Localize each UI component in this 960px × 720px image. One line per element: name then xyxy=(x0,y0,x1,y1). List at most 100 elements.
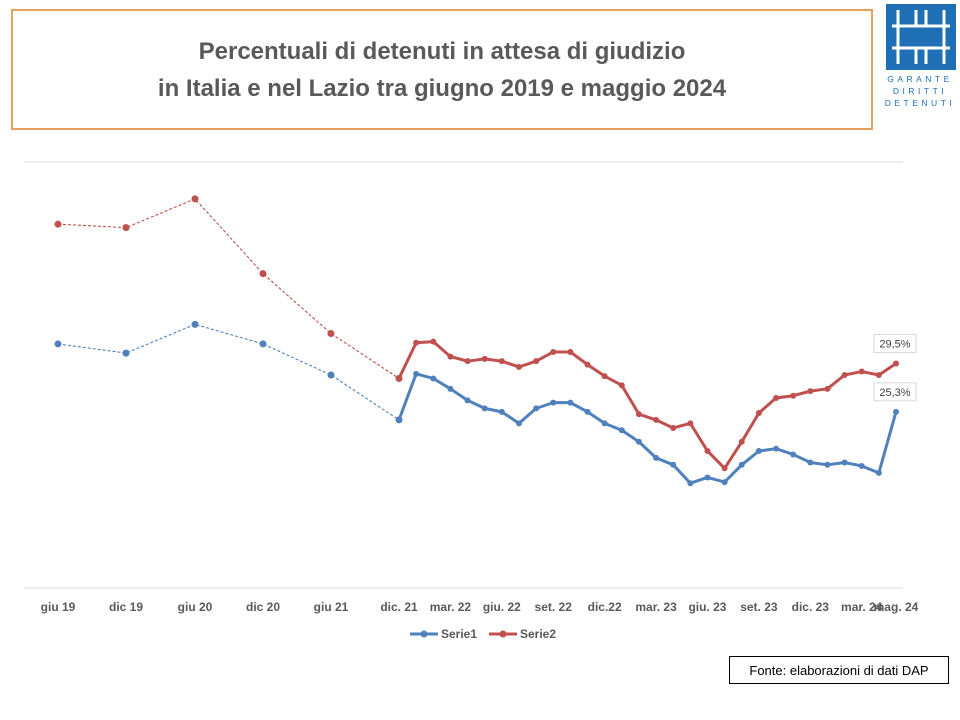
data-point-serie1 xyxy=(515,420,522,427)
data-point-serie2 xyxy=(858,368,865,375)
x-tick-label: mar. 24 xyxy=(841,600,883,614)
x-tick-label: giu 21 xyxy=(314,600,349,614)
source-note: Fonte: elaborazioni di dati DAP xyxy=(729,656,949,684)
x-tick-label: mar. 23 xyxy=(635,600,677,614)
x-tick-label: dic.22 xyxy=(588,600,622,614)
data-point-serie1 xyxy=(601,420,608,427)
data-point-serie2 xyxy=(618,382,625,389)
x-tick-label: giu. 22 xyxy=(483,600,521,614)
series-line-dashed-serie1 xyxy=(57,323,400,421)
x-tick-label: dic 19 xyxy=(109,600,143,614)
data-point-serie1 xyxy=(259,340,267,348)
data-point-serie2 xyxy=(515,363,522,370)
data-point-serie1 xyxy=(807,459,814,466)
data-point-serie2 xyxy=(824,385,831,392)
legend-marker-serie1 xyxy=(420,630,428,638)
data-point-serie1 xyxy=(584,408,591,415)
data-point-serie2 xyxy=(430,338,437,345)
data-point-serie1 xyxy=(533,405,540,412)
data-point-serie2 xyxy=(738,438,745,445)
data-point-serie1 xyxy=(447,385,454,392)
data-point-serie2 xyxy=(550,348,557,355)
data-point-serie1 xyxy=(635,438,642,445)
data-point-serie1 xyxy=(550,399,557,406)
x-tick-label: giu 20 xyxy=(178,600,213,614)
data-point-serie1 xyxy=(824,461,831,468)
data-point-serie1 xyxy=(191,320,199,328)
data-point-serie1 xyxy=(687,480,694,487)
data-label-bg xyxy=(873,333,917,353)
data-point-serie2 xyxy=(567,348,574,355)
data-point-serie1 xyxy=(464,397,471,404)
x-tick-label: dic. 21 xyxy=(380,600,418,614)
title-box: Percentuali di detenuti in attesa di giu… xyxy=(11,9,873,130)
data-point-serie2 xyxy=(773,395,780,402)
data-point-serie1 xyxy=(670,461,677,468)
data-point-serie1 xyxy=(858,462,865,469)
data-label: 25,3% xyxy=(879,387,910,399)
data-label-box: 25,3% xyxy=(873,382,917,402)
data-point-serie2 xyxy=(447,353,454,360)
data-point-serie2 xyxy=(875,372,882,378)
x-tick-label: mar. 22 xyxy=(430,600,472,614)
data-point-serie1 xyxy=(875,469,882,476)
data-point-serie2 xyxy=(498,358,505,365)
x-tick-label: giu 19 xyxy=(41,600,76,614)
data-point-serie1 xyxy=(430,375,437,382)
data-point-serie1 xyxy=(738,461,745,468)
data-point-serie2 xyxy=(790,392,797,399)
data-point-serie2 xyxy=(704,447,711,454)
data-point-serie1 xyxy=(893,408,899,415)
data-point-serie2 xyxy=(464,358,471,365)
data-point-serie1 xyxy=(773,445,780,452)
data-point-serie1 xyxy=(413,370,420,377)
data-point-serie1 xyxy=(704,474,711,481)
data-point-serie1 xyxy=(498,408,505,415)
data-point-serie1 xyxy=(721,479,728,486)
data-point-serie1 xyxy=(841,459,848,466)
data-point-serie1 xyxy=(790,451,797,458)
data-point-serie1 xyxy=(567,399,574,406)
data-point-serie2 xyxy=(191,195,199,203)
data-point-serie2 xyxy=(601,373,608,380)
data-point-serie2 xyxy=(755,409,762,416)
data-label-bg xyxy=(873,382,917,402)
series-line-dashed-serie2 xyxy=(57,198,400,379)
logo-mark-icon xyxy=(886,4,956,70)
data-point-serie2 xyxy=(259,270,267,278)
source-text: Fonte: elaborazioni di dati DAP xyxy=(749,662,929,678)
data-label-box: 29,5% xyxy=(873,333,917,353)
data-point-serie2 xyxy=(533,358,540,365)
data-point-serie2 xyxy=(687,420,694,427)
x-tick-label: giu. 23 xyxy=(688,600,726,614)
legend-label-serie2: Serie2 xyxy=(520,627,556,641)
title-line-2: in Italia e nel Lazio tra giugno 2019 e … xyxy=(157,74,727,102)
data-point-serie1 xyxy=(755,447,762,454)
data-point-serie2 xyxy=(670,424,677,431)
data-label: 29,5% xyxy=(879,338,910,350)
data-point-serie2 xyxy=(721,465,728,472)
garante-logo: GARANTE DIRITTI DETENUTI xyxy=(882,4,958,110)
legend-marker-serie2 xyxy=(499,630,507,638)
data-point-serie2 xyxy=(635,411,642,418)
data-point-serie1 xyxy=(481,405,488,412)
x-tick-label: mag. 24 xyxy=(874,600,919,614)
data-point-serie1 xyxy=(54,340,62,348)
data-point-serie2 xyxy=(481,355,488,362)
data-point-serie2 xyxy=(327,330,335,338)
x-tick-label: dic. 23 xyxy=(792,600,830,614)
data-point-serie2 xyxy=(54,220,62,228)
data-point-serie2 xyxy=(122,224,130,232)
logo-text-2: DIRITTI xyxy=(892,86,948,96)
data-point-serie2 xyxy=(395,374,403,382)
data-point-serie1 xyxy=(395,416,403,424)
legend-label-serie1: Serie1 xyxy=(441,627,477,641)
data-point-serie1 xyxy=(653,454,660,461)
x-tick-label: dic 20 xyxy=(246,600,280,614)
data-point-serie1 xyxy=(122,349,130,357)
logo-text-3: DETENUTI xyxy=(884,98,956,108)
logo-text-1: GARANTE xyxy=(887,74,953,84)
data-point-serie1 xyxy=(618,427,625,434)
data-point-serie2 xyxy=(841,372,848,378)
